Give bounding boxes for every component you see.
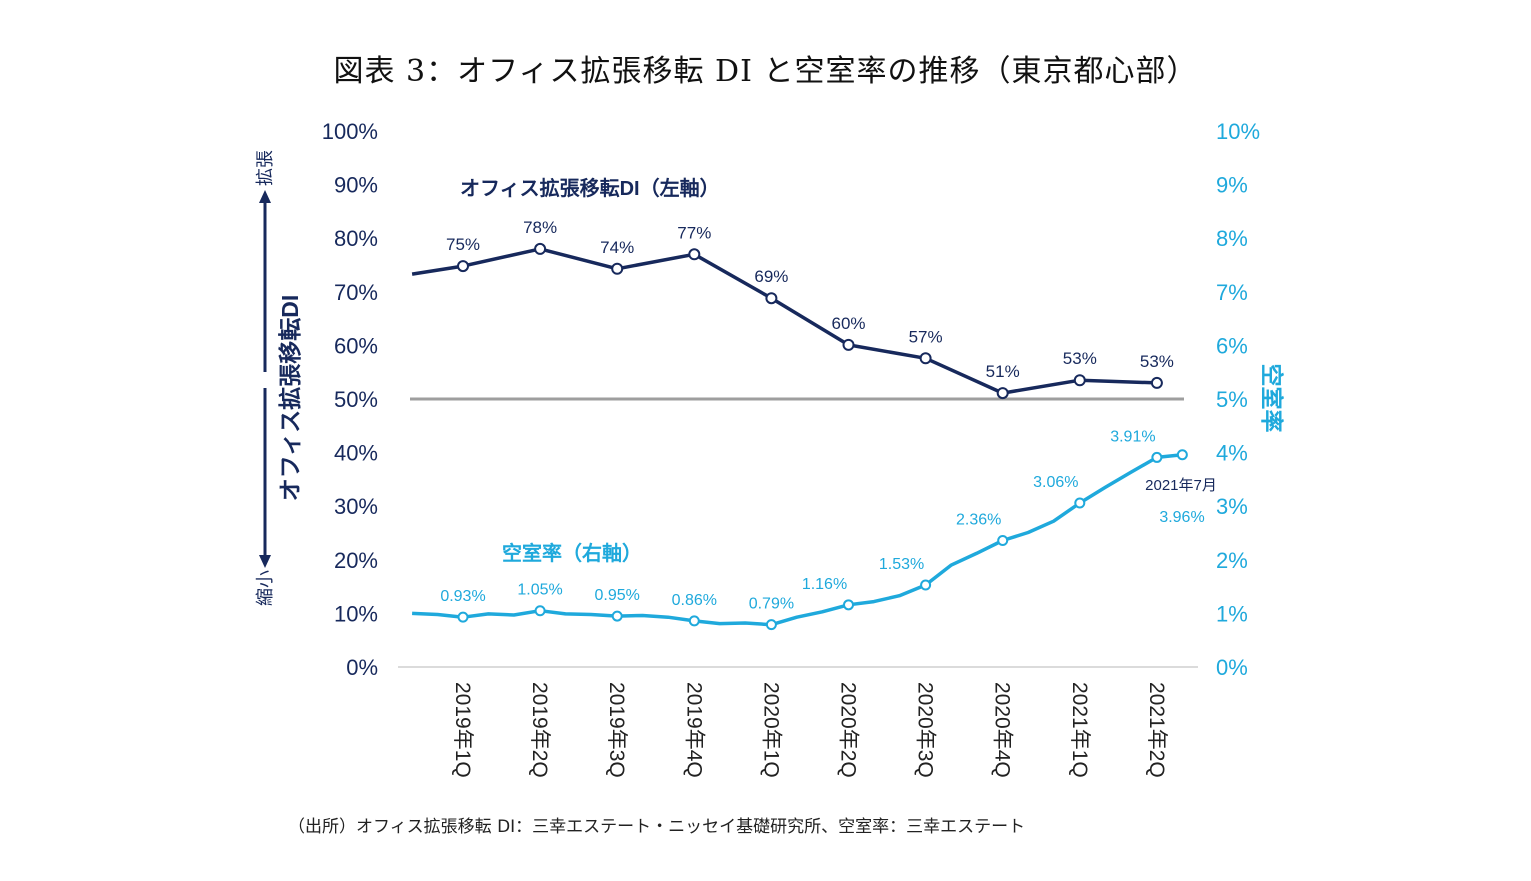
vacancy-point	[611, 610, 623, 622]
vacancy-point	[457, 611, 469, 623]
vacancy-point	[1074, 497, 1086, 509]
di-data-label: 51%	[986, 362, 1020, 381]
chart: 100% 90% 80% 70% 60% 50% 40% 30% 20% 10% 0% 10% 9% 8%…	[255, 119, 1285, 778]
right-tick-label: 5%	[1216, 387, 1248, 412]
vacancy-point	[1176, 449, 1188, 461]
left-tick-label: 90%	[334, 173, 378, 198]
right-tick-label: 2%	[1216, 548, 1248, 573]
vacancy-point	[1151, 451, 1163, 463]
x-category-label: 2021年1Q	[1068, 682, 1091, 778]
left-tick-label: 10%	[334, 601, 378, 626]
right-tick-label: 10%	[1216, 119, 1260, 144]
chart-title: 図表 3：オフィス拡張移転 DI と空室率の推移（東京都心部）	[333, 54, 1198, 89]
arrow-up-head	[259, 190, 271, 203]
di-series-name: オフィス拡張移転DI（左軸）	[460, 176, 720, 200]
di-data-label: 78%	[523, 218, 557, 237]
di-point	[457, 260, 469, 273]
x-category-label: 2020年4Q	[991, 682, 1014, 778]
right-tick-label: 4%	[1216, 441, 1248, 466]
left-tick-label: 70%	[334, 280, 378, 305]
vacancy-data-label: 3.91%	[1110, 428, 1155, 445]
di-data-label: 60%	[831, 314, 865, 333]
di-point	[688, 248, 701, 261]
vacancy-data-label: 3.96%	[1159, 509, 1204, 526]
right-tick-label: 9%	[1216, 173, 1248, 198]
x-category-label: 2019年1Q	[451, 682, 474, 778]
vacancy-data-label: 3.06%	[1033, 474, 1078, 491]
x-category-label: 2019年3Q	[605, 682, 628, 778]
vacancy-point	[534, 605, 546, 617]
x-category-label: 2020年1Q	[759, 682, 782, 778]
di-data-label: 53%	[1063, 349, 1097, 368]
vacancy-point	[765, 619, 777, 631]
di-data-label: 77%	[677, 223, 711, 242]
left-axis-title: オフィス拡張移転DI	[277, 295, 303, 502]
x-category-label: 2019年2Q	[528, 682, 551, 778]
di-point	[996, 387, 1009, 400]
di-point	[1150, 376, 1163, 389]
vacancy-data-label: 1.05%	[517, 582, 562, 599]
di-point	[1073, 374, 1086, 387]
left-tick-label: 50%	[334, 387, 378, 412]
di-point	[919, 352, 932, 365]
left-tick-label: 20%	[334, 548, 378, 573]
right-tick-label: 7%	[1216, 280, 1248, 305]
left-tick-label: 80%	[334, 226, 378, 251]
source-note: （出所）オフィス拡張移転 DI：三幸エステート・ニッセイ基礎研究所、空室率：三幸…	[288, 817, 1026, 837]
right-axis-title: 空室率	[1259, 364, 1285, 433]
vacancy-data-label: 1.16%	[802, 576, 847, 593]
di-point	[611, 262, 624, 275]
vacancy-data-label: 0.95%	[595, 587, 640, 604]
di-point	[765, 292, 778, 305]
di-data-label: 53%	[1140, 352, 1174, 371]
di-data-label: 74%	[600, 238, 634, 257]
vacancy-data-label: 0.93%	[440, 588, 485, 605]
right-tick-label: 8%	[1216, 226, 1248, 251]
vacancy-point	[997, 535, 1009, 547]
vacancy-point	[688, 615, 700, 627]
right-tick-label: 3%	[1216, 494, 1248, 519]
right-tick-label: 0%	[1216, 655, 1248, 680]
contraction-indicator-label: 縮小	[255, 570, 275, 606]
di-point	[534, 242, 547, 255]
left-tick-label: 40%	[334, 441, 378, 466]
x-category-label: 2021年2Q	[1145, 682, 1168, 778]
expansion-indicator-label: 拡張	[255, 150, 275, 186]
vacancy-series-name: 空室率（右軸）	[502, 541, 642, 565]
right-tick-label: 1%	[1216, 601, 1248, 626]
vacancy-data-label: 2.36%	[956, 512, 1001, 529]
right-tick-label: 6%	[1216, 333, 1248, 358]
x-category-label: 2020年3Q	[914, 682, 937, 778]
x-category-label: 2019年4Q	[682, 682, 705, 778]
left-tick-label: 0%	[346, 655, 378, 680]
vacancy-last-point-note: 2021年7月	[1145, 477, 1217, 494]
di-data-label: 75%	[446, 235, 480, 254]
left-tick-label: 60%	[334, 333, 378, 358]
di-data-label: 57%	[909, 327, 943, 346]
vacancy-point	[843, 599, 854, 611]
arrow-down-head	[259, 555, 271, 568]
x-category-label: 2020年2Q	[837, 682, 860, 778]
di-data-label: 69%	[754, 267, 788, 286]
vacancy-data-label: 0.86%	[672, 592, 717, 609]
di-point	[842, 338, 855, 351]
vacancy-point	[920, 579, 932, 591]
vacancy-data-label: 1.53%	[879, 556, 924, 573]
left-tick-label: 30%	[334, 494, 378, 519]
left-tick-label: 100%	[322, 119, 378, 144]
vacancy-data-label: 0.79%	[749, 596, 794, 613]
